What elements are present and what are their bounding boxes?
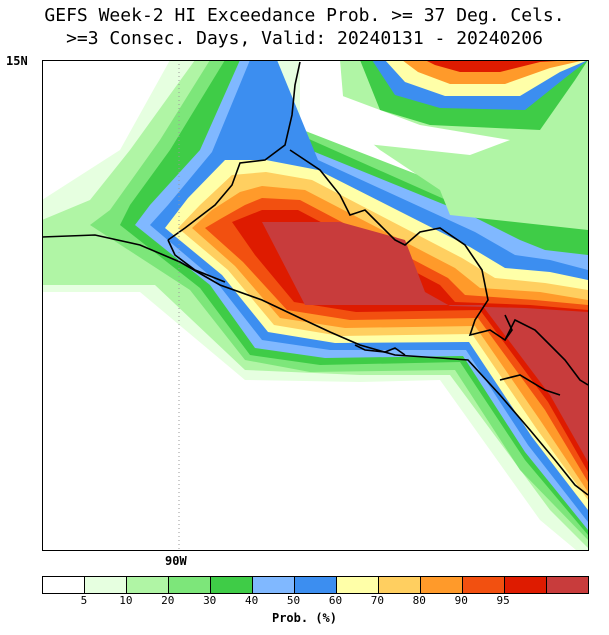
colorbar: [42, 576, 589, 594]
colorbar-box: [505, 577, 547, 593]
upper-white-gap: [300, 95, 510, 155]
colorbar-tick-label: 60: [328, 594, 343, 607]
upper-band-95: [425, 60, 575, 72]
colorbar-box: [379, 577, 421, 593]
prob-band-max: [262, 222, 588, 462]
coastline: [42, 61, 588, 496]
colorbar-box: [547, 577, 588, 593]
colorbar-box: [463, 577, 505, 593]
map-title: GEFS Week-2 HI Exceedance Prob. >= 37 De…: [44, 5, 565, 26]
colorbar-box: [421, 577, 463, 593]
colorbar-box: [43, 577, 85, 593]
colorbar-tick-label: 95: [496, 594, 510, 607]
colorbar-box: [211, 577, 253, 593]
colorbar-box: [253, 577, 295, 593]
colorbar-tick-label: 40: [244, 594, 259, 607]
map-subtitle: >=3 Consec. Days, Valid: 20240131 - 2024…: [66, 28, 543, 49]
probability-map: [42, 60, 588, 550]
colorbar-box: [295, 577, 337, 593]
colorbar-box: [127, 577, 169, 593]
colorbar-tick-label: 10: [119, 594, 133, 607]
longitude-label: 90W: [165, 554, 187, 568]
colorbar-tick-label: 30: [203, 594, 217, 607]
colorbar-tick-label: 90: [454, 594, 468, 607]
colorbar-ticks: 5 10 20 30 40 50 60 70 80 90 95: [42, 594, 589, 608]
colorbar-tick-label: 50: [286, 594, 301, 607]
colorbar-tick-label: 70: [370, 594, 384, 607]
colorbar-tick-label: 5: [80, 594, 88, 607]
colorbar-title: Prob. (%): [271, 611, 338, 625]
map-canvas: [42, 60, 588, 550]
latitude-label: 15N: [6, 54, 28, 68]
colorbar-tick-label: 20: [161, 594, 175, 607]
colorbar-box: [169, 577, 211, 593]
colorbar-box: [85, 577, 127, 593]
colorbar-box: [337, 577, 379, 593]
colorbar-tick-label: 80: [412, 594, 426, 607]
